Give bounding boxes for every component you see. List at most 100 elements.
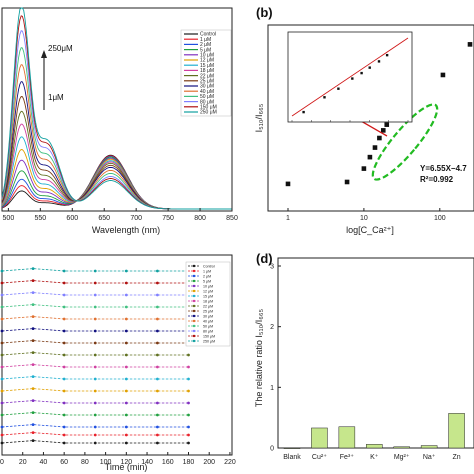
stability-point (187, 389, 190, 393)
stability-point (93, 341, 97, 345)
inset-point (377, 60, 381, 63)
stability-point (156, 377, 159, 381)
stability-point (124, 377, 128, 381)
stability-point (93, 441, 97, 445)
stability-point (0, 413, 4, 417)
stability-point (156, 353, 159, 357)
stability-point (93, 433, 97, 437)
stability-point (0, 377, 4, 381)
data-point (367, 154, 373, 160)
panel-c: 0 20 40 60 80 100 120 140 160 180 200 220 Time (min… (0, 254, 236, 472)
stability-point (93, 401, 97, 405)
panel-c-xlabel: Time (min) (105, 462, 148, 472)
stability-point (31, 267, 35, 270)
panel-b: (b) 1 10 100 log[C_Ca²⁺] I₅₁₀/I₆₆₅ Y=6.55X… (254, 5, 474, 235)
stability-point (124, 329, 128, 333)
x-tick-label: 500 (3, 215, 15, 222)
inset-point (337, 87, 340, 90)
x-tick-label: 100 (100, 459, 112, 466)
x-tick-label: 220 (224, 459, 236, 466)
stability-point (124, 425, 128, 429)
stability-point (31, 279, 35, 282)
legend-label: 50 μM (200, 94, 214, 100)
stability-point (156, 281, 159, 285)
stability-point (31, 315, 35, 318)
legend-label: 30 μM (200, 84, 214, 90)
selectivity-bar (420, 445, 438, 449)
stability-point (93, 389, 97, 393)
stability-point (62, 377, 66, 381)
legend-marker (192, 274, 196, 278)
stability-point (62, 341, 66, 345)
legend-marker (192, 334, 196, 338)
stability-point (0, 305, 4, 309)
fit-equation: Y=6.55X−4.7 (420, 164, 467, 173)
stability-point (93, 293, 97, 297)
stability-point (156, 293, 159, 297)
stability-point (31, 399, 35, 402)
legend-label: Control (200, 32, 216, 38)
stability-point (124, 433, 128, 437)
inset-fit-line (291, 37, 409, 117)
panel-b-xlabel: log[C_Ca²⁺] (346, 225, 394, 235)
x-tick-label: 750 (162, 215, 174, 222)
legend-label: 150 μM (203, 334, 215, 338)
selectivity-bar (448, 413, 465, 449)
x-tick-label: 850 (226, 215, 238, 222)
stability-point (0, 317, 4, 321)
selectivity-bar (338, 426, 356, 449)
stability-point (0, 401, 4, 405)
x-tick-label: K⁺ (370, 454, 379, 461)
panel-a: 500 550 600 650 700 750 800 850 Wavelength (nm)… (1, 7, 238, 235)
data-point (440, 72, 446, 78)
inset-ticks (291, 120, 409, 122)
stability-point (156, 413, 159, 417)
panel-b-xticks: 1 10 100 (286, 208, 446, 222)
legend-label: 150 μM (200, 105, 217, 111)
stability-point (0, 425, 4, 429)
legend-label: 10 μM (200, 53, 214, 59)
stability-point (124, 317, 128, 321)
stability-point (0, 293, 4, 297)
inset-point (360, 71, 363, 75)
panel-d-yticks: 0 1 2 3 (270, 264, 281, 453)
legend-marker (192, 264, 196, 268)
legend-label: 12 μM (203, 289, 213, 293)
stability-point (187, 413, 190, 417)
stability-point (93, 377, 97, 381)
panel-c-lines (0, 267, 190, 445)
arrow-head-icon (41, 50, 47, 58)
legend-label: 1 μM (200, 37, 211, 43)
x-tick-label: Fe³⁺ (340, 454, 355, 461)
stability-point (187, 401, 190, 405)
legend-label: 80 μM (203, 329, 213, 333)
stability-point (31, 439, 35, 442)
legend-marker (192, 309, 196, 313)
x-tick-label: Blank (283, 454, 301, 461)
stability-point (62, 281, 66, 285)
x-tick-label: Zn (452, 454, 460, 461)
stability-point (0, 389, 4, 393)
panel-a-xticks: 500 550 600 650 700 750 800 850 (3, 208, 238, 222)
inset-point (351, 77, 354, 80)
inset-points (302, 53, 389, 114)
stability-point (187, 441, 190, 445)
stability-point (62, 317, 66, 321)
stability-point (93, 305, 97, 309)
data-point (344, 179, 350, 185)
inset-point (385, 53, 389, 57)
stability-point (62, 305, 66, 309)
stability-point (0, 341, 4, 345)
stability-point (0, 441, 4, 445)
stability-point (124, 401, 128, 405)
legend-label: 18 μM (200, 68, 214, 74)
stability-point (156, 341, 159, 345)
panel-b-label: (b) (256, 5, 273, 20)
stability-point (31, 327, 35, 330)
x-tick-label: 160 (162, 459, 174, 466)
inset-plot (287, 31, 413, 123)
legend-label: 5 μM (200, 47, 211, 53)
stability-point (93, 413, 97, 417)
legend-label: 18 μM (203, 299, 213, 303)
